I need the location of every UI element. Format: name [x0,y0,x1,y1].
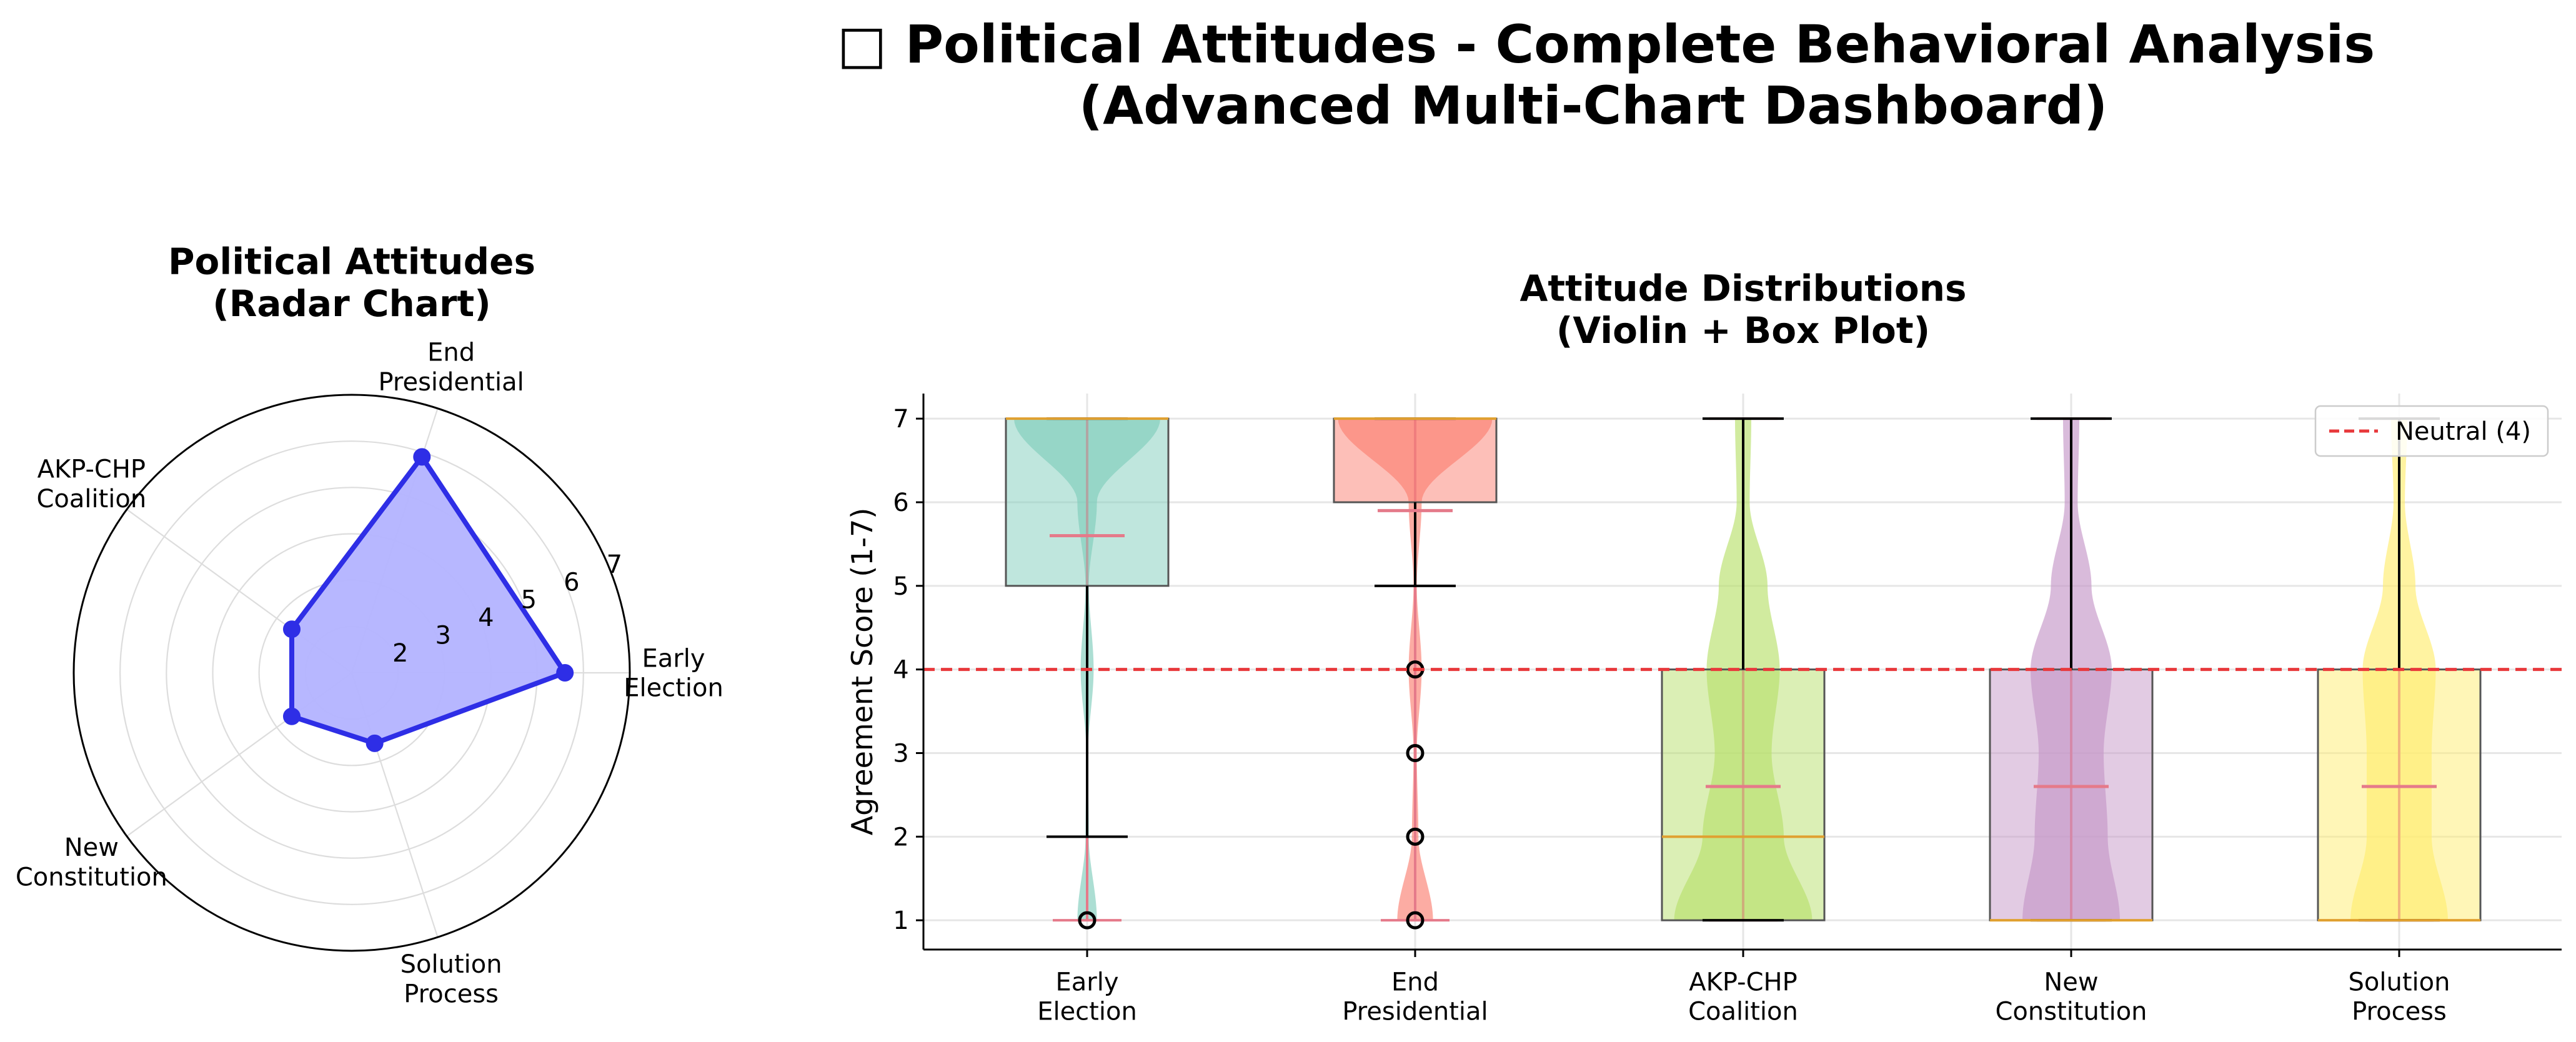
radar-category-label: Early Election [624,644,724,702]
y-tick-label: 6 [893,489,908,517]
x-tick-label: Solution Process [2349,968,2450,1026]
radar-frame [72,394,631,952]
box-iqr [2317,668,2482,921]
violin-box-chart: 1 2 3 4 5 6 7 Early Election End Presidential AKP-C… [845,267,2562,1026]
x-tick-label: AKP-CHP Coalition [1688,968,1798,1026]
y-tick-label: 2 [893,823,908,851]
y-axis-label: Agreement Score (1-7) [845,508,879,836]
box-iqr [1661,668,1826,921]
y-tick-label: 3 [893,739,908,768]
page-title-line-1: □ Political Attitudes - Complete Behavio… [837,14,2375,75]
y-tick-label: 5 [893,572,908,601]
legend-box [2314,405,2549,457]
x-tick-label: Early Election [1037,968,1137,1026]
box-outlier [1406,827,1425,846]
y-tick-label: 1 [893,906,908,935]
y-tick-label: 4 [893,656,908,685]
box-iqr [1989,668,2154,921]
radar-tick-label: 7 [607,550,622,579]
radar-point [282,707,301,725]
box-outlier [1406,911,1425,930]
page-title-line-2: (Advanced Multi-Chart Dashboard) [1078,75,2108,136]
x-tick-label: New Constitution [1995,968,2147,1026]
radar-point [282,620,301,638]
legend-neutral-label: Neutral (4) [2395,417,2531,446]
box-iqr [1333,417,1498,504]
y-tick-label: 7 [893,405,908,434]
radar-series-polygon [289,454,568,746]
radar-point [413,448,431,466]
radar-tick-label: 6 [564,568,579,597]
radar-category-label: Solution Process [400,950,502,1008]
radar-category-label: End Presidential [378,339,524,397]
radar-tick-label: 5 [521,586,537,615]
radar-point [366,734,384,752]
radar-tick-label: 2 [392,639,408,668]
radar-category-label: AKP-CHP Coalition [36,455,146,514]
radar-tick-label: 4 [478,603,494,632]
radar-category-label: New Constitution [16,833,167,891]
x-tick-label: End Presidential [1342,968,1488,1026]
box-outlier [1406,743,1425,762]
radar-tick-label: 3 [435,621,451,650]
box-iqr [1005,417,1170,587]
radar-point [556,664,574,682]
violin-chart-title: Attitude Distributions (Violin + Box Plot… [1519,267,1966,352]
box-outlier [1078,911,1097,930]
radar-title: Political Attitudes (Radar Chart) [168,241,535,325]
page-title: □ Political Attitudes - Complete Behavio… [837,14,2375,136]
